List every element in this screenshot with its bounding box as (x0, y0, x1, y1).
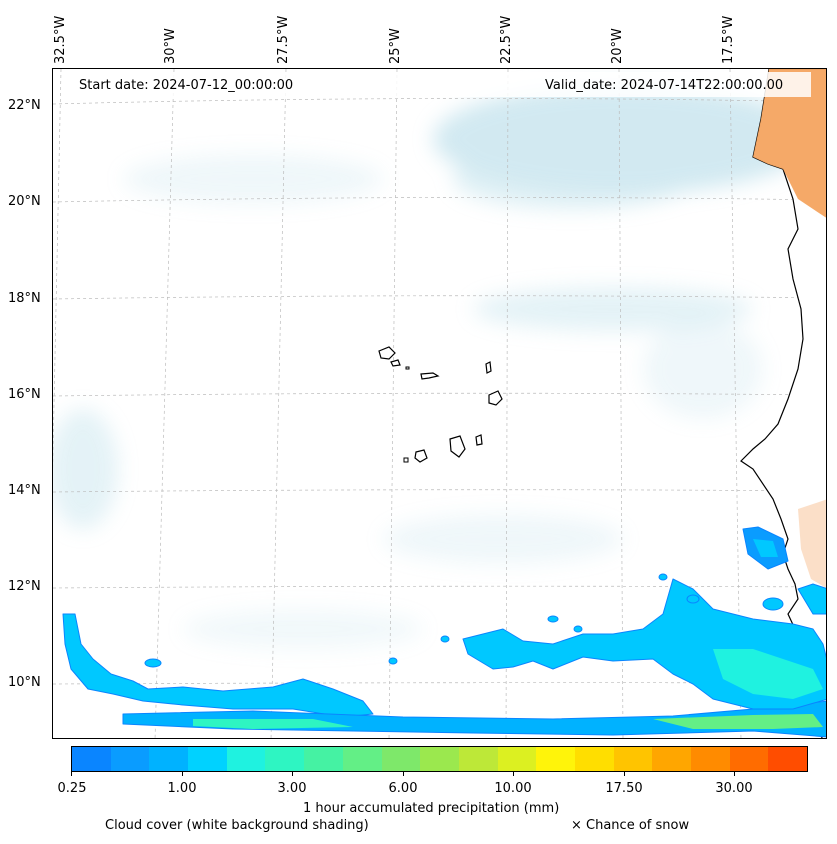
cloud-cover-layer (53, 84, 813, 649)
colorbar-swatch (342, 747, 382, 771)
lon-label-30w: 30°W (163, 28, 178, 64)
island-santo-antao (378, 346, 396, 360)
colorbar-swatch (226, 747, 266, 771)
senegal-warm-shading (798, 499, 826, 588)
lat-label-10n: 10°N (8, 675, 41, 690)
colorbar-swatch (729, 747, 769, 771)
colorbar-tickmark (513, 772, 514, 776)
island-sal (485, 361, 492, 374)
colorbar-tick-label: 3.00 (277, 781, 307, 796)
coastline-layer (378, 69, 826, 738)
colorbar-tickmark (292, 772, 293, 776)
island-sao-nicolau (420, 372, 440, 380)
colorbar-swatch (72, 747, 111, 771)
island-sao-vicente (390, 359, 401, 367)
island-santa-luzia (405, 366, 410, 370)
lat-label-14n: 14°N (8, 483, 41, 498)
colorbar-tickmark (71, 772, 72, 776)
colorbar-swatch (304, 747, 343, 771)
sahara-warm-shading (753, 69, 826, 218)
lat-label-16n: 16°N (8, 387, 41, 402)
lon-label-27-5w: 27.5°W (276, 15, 291, 64)
precipitation-layer (62, 526, 826, 738)
colorbar-tickmark (624, 772, 625, 776)
colorbar-tick-label: 30.00 (715, 781, 753, 796)
map-panel[interactable] (52, 68, 827, 739)
map-canvas (53, 69, 826, 738)
island-brava (403, 457, 409, 463)
lat-label-18n: 18°N (8, 291, 41, 306)
header-band (67, 72, 811, 97)
colorbar-swatch (420, 747, 459, 771)
colorbar-tickmark (403, 772, 404, 776)
colorbar-swatch (652, 747, 691, 771)
colorbar-tick-label: 6.00 (388, 781, 418, 796)
colorbar-swatch (497, 747, 537, 771)
colorbar-swatch (149, 747, 189, 771)
colorbar-tick-label: 1.00 (167, 781, 197, 796)
colorbar-label: 1 hour accumulated precipitation (mm) (303, 801, 560, 816)
island-maio (475, 434, 483, 446)
lat-label-20n: 20°N (8, 194, 41, 209)
island-boa-vista (488, 390, 503, 406)
valid-date-label: Valid_date: 2024-07-14T22:00:00.00 (545, 78, 784, 93)
colorbar-swatch (613, 747, 653, 771)
start-date-label: Start date: 2024-07-12_00:00:00 (79, 78, 294, 93)
colorbar-tickmark (182, 772, 183, 776)
lat-label-12n: 12°N (8, 579, 41, 594)
colorbar-swatch (381, 747, 421, 771)
colorbar-tickmark (734, 772, 735, 776)
colorbar-tick-label: 0.25 (57, 781, 87, 796)
colorbar-tick-label: 17.50 (605, 781, 643, 796)
colorbar-swatch (188, 747, 227, 771)
lon-label-32-5w: 32.5°W (53, 15, 68, 64)
colorbar-swatch (458, 747, 498, 771)
cloud-cover-caption: Cloud cover (white background shading) (105, 818, 369, 833)
colorbar-swatch (691, 747, 730, 771)
lon-label-17-5w: 17.5°W (721, 15, 736, 64)
lat-label-22n: 22°N (8, 98, 41, 113)
colorbar-swatch (574, 747, 614, 771)
colorbar-swatch (110, 747, 150, 771)
island-santiago (449, 435, 466, 458)
lon-label-25w: 25°W (388, 28, 403, 64)
colorbar-swatch (536, 747, 575, 771)
lon-label-22-5w: 22.5°W (499, 15, 514, 64)
precipitation-colorbar (71, 746, 808, 772)
island-fogo (414, 449, 428, 463)
snow-caption: × Chance of snow (571, 818, 690, 833)
lon-label-20w: 20°W (610, 28, 625, 64)
colorbar-swatch (265, 747, 305, 771)
colorbar-swatch (768, 747, 808, 771)
colorbar-tick-label: 10.00 (494, 781, 532, 796)
